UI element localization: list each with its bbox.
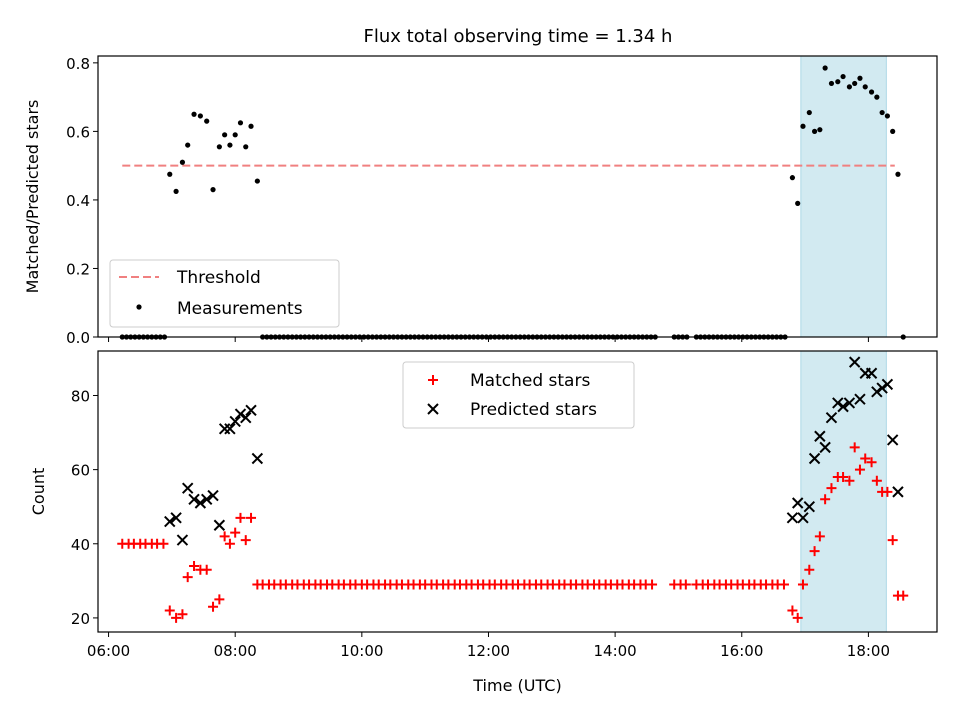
- legend-measurements-label: Measurements: [177, 299, 303, 319]
- measurement-point: [852, 81, 857, 86]
- predicted-star-point: [787, 513, 797, 523]
- predicted-star-point: [893, 487, 903, 497]
- top-y-tick-label: 0.0: [66, 329, 90, 347]
- bottom-y-axis-label: Count: [29, 468, 48, 516]
- bottom-highlight-rect: [801, 351, 886, 632]
- measurement-point: [210, 187, 215, 192]
- measurement-point: [807, 110, 812, 115]
- predicted-star-point: [252, 454, 262, 464]
- measurement-point: [238, 120, 243, 125]
- matched-star-point: [220, 531, 230, 541]
- measurement-point: [835, 79, 840, 84]
- measurement-point: [857, 76, 862, 81]
- measurement-point: [890, 129, 895, 134]
- matched-star-point: [165, 605, 175, 615]
- measurement-point: [173, 189, 178, 194]
- x-tick-label: 14:00: [594, 642, 637, 660]
- measurement-point: [840, 74, 845, 79]
- matched-star-point: [208, 602, 218, 612]
- measurement-point: [823, 65, 828, 70]
- measurement-point: [191, 112, 196, 117]
- measurement-point: [243, 144, 248, 149]
- bottom-y-tick-label: 20: [71, 610, 90, 628]
- top-panel: 0.00.20.40.60.8 Matched/Predicted stars …: [23, 55, 937, 347]
- measurement-point: [795, 201, 800, 206]
- measurement-point: [185, 142, 190, 147]
- top-y-tick-label: 0.6: [66, 123, 90, 141]
- measurement-point: [812, 129, 817, 134]
- top-y-tick-label: 0.2: [66, 260, 90, 278]
- measurement-point: [248, 124, 253, 129]
- x-tick-label: 08:00: [214, 642, 257, 660]
- x-tick-label: 18:00: [847, 642, 890, 660]
- measurement-point: [198, 113, 203, 118]
- predicted-star-point: [214, 520, 224, 530]
- measurement-point: [227, 142, 232, 147]
- measurement-point: [863, 84, 868, 89]
- measurement-point: [874, 95, 879, 100]
- measurement-point: [885, 113, 890, 118]
- top-y-axis-label: Matched/Predicted stars: [23, 100, 42, 294]
- matched-star-point: [225, 539, 235, 549]
- matched-star-point: [202, 565, 212, 575]
- measurement-point: [204, 119, 209, 124]
- predicted-star-point: [177, 535, 187, 545]
- matched-star-point: [681, 580, 691, 590]
- bottom-highlight-band: [801, 351, 886, 632]
- measurement-point: [167, 172, 172, 177]
- matched-star-point: [241, 535, 251, 545]
- matched-star-point: [214, 594, 224, 604]
- matched-star-point: [779, 580, 789, 590]
- top-highlight-rect: [801, 56, 886, 337]
- legend-threshold-label: Threshold: [176, 268, 261, 288]
- matched-star-point: [246, 513, 256, 523]
- measurement-point: [817, 127, 822, 132]
- legend-measurements-swatch: [136, 304, 141, 309]
- predicted-star-point: [888, 435, 898, 445]
- matched-star-point: [647, 580, 657, 590]
- measurement-point: [847, 84, 852, 89]
- measurement-point: [180, 160, 185, 165]
- x-tick-label: 06:00: [87, 642, 130, 660]
- measurement-point: [255, 178, 260, 183]
- matched-star-point: [888, 535, 898, 545]
- measurement-point: [222, 132, 227, 137]
- measurement-point: [880, 110, 885, 115]
- measurement-point: [869, 89, 874, 94]
- measurement-point: [790, 175, 795, 180]
- measurement-point: [217, 144, 222, 149]
- matched-star-point: [230, 528, 240, 538]
- top-y-tick-label: 0.4: [66, 192, 90, 210]
- top-y-tick-label: 0.8: [66, 55, 90, 73]
- chart-title: Flux total observing time = 1.34 h: [364, 26, 673, 47]
- measurement-point: [800, 124, 805, 129]
- bottom-y-tick-label: 60: [71, 462, 90, 480]
- bottom-panel: 20 40 60 80 06:00 08:00 10:00 12:00 14:00 16:00 18…: [29, 351, 937, 695]
- x-tick-label: 12:00: [467, 642, 510, 660]
- predicted-star-point: [220, 424, 230, 434]
- top-highlight-band: [801, 56, 886, 337]
- matched-star-point: [898, 591, 908, 601]
- matched-star-point: [183, 572, 193, 582]
- legend-predicted-label: Predicted stars: [470, 400, 597, 420]
- x-tick-label: 10:00: [340, 642, 383, 660]
- figure: Flux total observing time = 1.34 h 0.0 0.…: [0, 0, 960, 720]
- matched-star-point: [235, 513, 245, 523]
- matched-star-point: [158, 539, 168, 549]
- bottom-legend: Matched stars Predicted stars: [403, 362, 634, 428]
- legend-matched-label: Matched stars: [470, 371, 590, 391]
- x-tick-label: 16:00: [720, 642, 763, 660]
- bottom-y-tick-label: 40: [71, 536, 90, 554]
- measurement-point: [233, 132, 238, 137]
- predicted-star-point: [183, 483, 193, 493]
- matched-star-point: [787, 605, 797, 615]
- measurement-point: [829, 81, 834, 86]
- x-axis-label: Time (UTC): [472, 676, 561, 695]
- top-legend: Threshold Measurements: [110, 260, 339, 327]
- bottom-y-tick-label: 80: [71, 387, 90, 405]
- measurement-point: [895, 172, 900, 177]
